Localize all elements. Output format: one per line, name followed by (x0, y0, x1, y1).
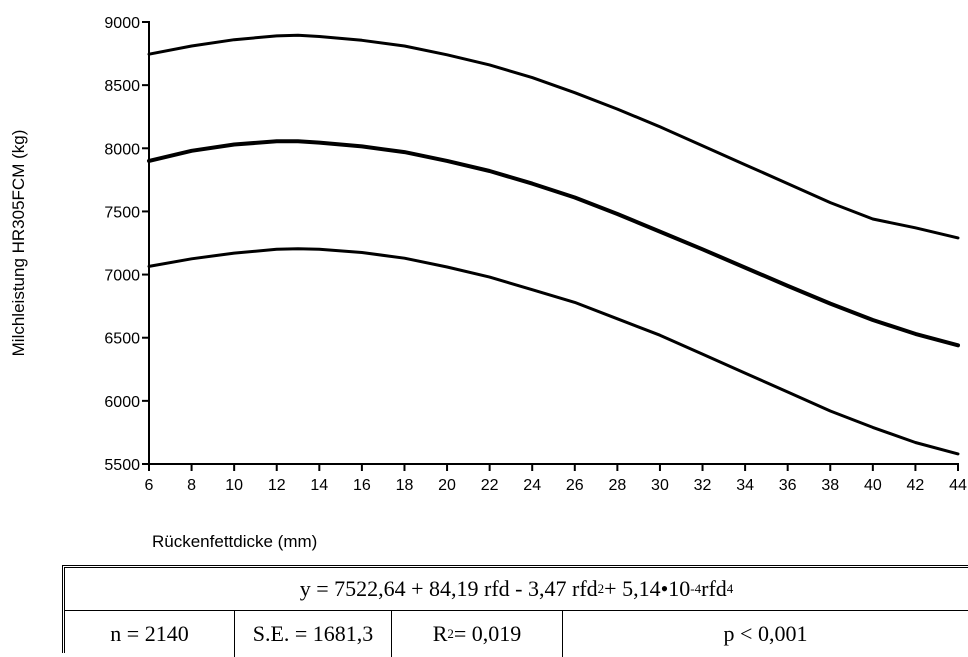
y-tick-label: 7500 (104, 204, 140, 221)
x-tick-label: 16 (353, 477, 371, 494)
x-axis-title: Rückenfettdicke (mm) (152, 532, 317, 551)
series-line-1 (147, 33, 960, 240)
series-line-2 (147, 139, 960, 348)
x-tick-label: 36 (779, 477, 797, 494)
x-tick-label: 28 (608, 477, 626, 494)
x-tick-label: 12 (268, 477, 286, 494)
x-tick-label: 42 (907, 477, 925, 494)
x-tick-label: 32 (694, 477, 712, 494)
equation-part: rfd (701, 576, 727, 601)
y-axis-title: Milchleistung HR305FCM (kg) (9, 130, 28, 357)
y-tick-label: 9000 (104, 15, 140, 32)
series-layer (147, 33, 960, 456)
x-tick-label: 22 (481, 477, 499, 494)
y-tick-label: 8500 (104, 78, 140, 95)
x-tick-label: 44 (949, 477, 967, 494)
y-tick-label: 6500 (104, 331, 140, 348)
x-tick-label: 30 (651, 477, 669, 494)
chart: 5500 6000 6500 7000 7500 8000 8500 9000 6 8 10 12 14… (9, 15, 967, 551)
standard-error-cell: S.E. = 1681,3 (235, 611, 392, 657)
x-tick-label: 10 (225, 477, 243, 494)
x-tick-label: 8 (187, 477, 196, 494)
x-tick-label: 14 (310, 477, 328, 494)
x-tick-label: 20 (438, 477, 456, 494)
x-tick-label: 24 (523, 477, 541, 494)
regression-stats-table: y = 7522,64 + 84,19 rfd - 3,47 rfd 2 + 5,… (62, 565, 968, 657)
equation-part: y = 7522,64 + 84,19 rfd - 3,47 rfd (299, 576, 598, 601)
sample-size-cell: n = 2140 (65, 611, 235, 657)
series-line-3 (147, 247, 960, 456)
y-tick-label: 8000 (104, 141, 140, 158)
p-value-cell: p < 0,001 (723, 621, 808, 646)
tick-layer: 5500 6000 6500 7000 7500 8000 8500 9000 6 8 10 12 14… (104, 15, 967, 494)
x-tick-label: 6 (145, 477, 154, 494)
x-tick-label: 26 (566, 477, 584, 494)
r-squared-value: = 0,019 (453, 621, 522, 646)
r-squared-symbol: R (432, 621, 448, 646)
y-tick-label: 6000 (104, 394, 140, 411)
x-tick-label: 18 (396, 477, 414, 494)
y-tick-label: 7000 (104, 268, 140, 285)
y-tick-label: 5500 (104, 457, 140, 474)
regression-equation: y = 7522,64 + 84,19 rfd - 3,47 rfd 2 + 5,… (65, 568, 968, 611)
x-tick-label: 34 (736, 477, 754, 494)
x-tick-label: 38 (821, 477, 839, 494)
x-tick-label: 40 (864, 477, 882, 494)
equation-part: + 5,14•10 (604, 576, 691, 601)
